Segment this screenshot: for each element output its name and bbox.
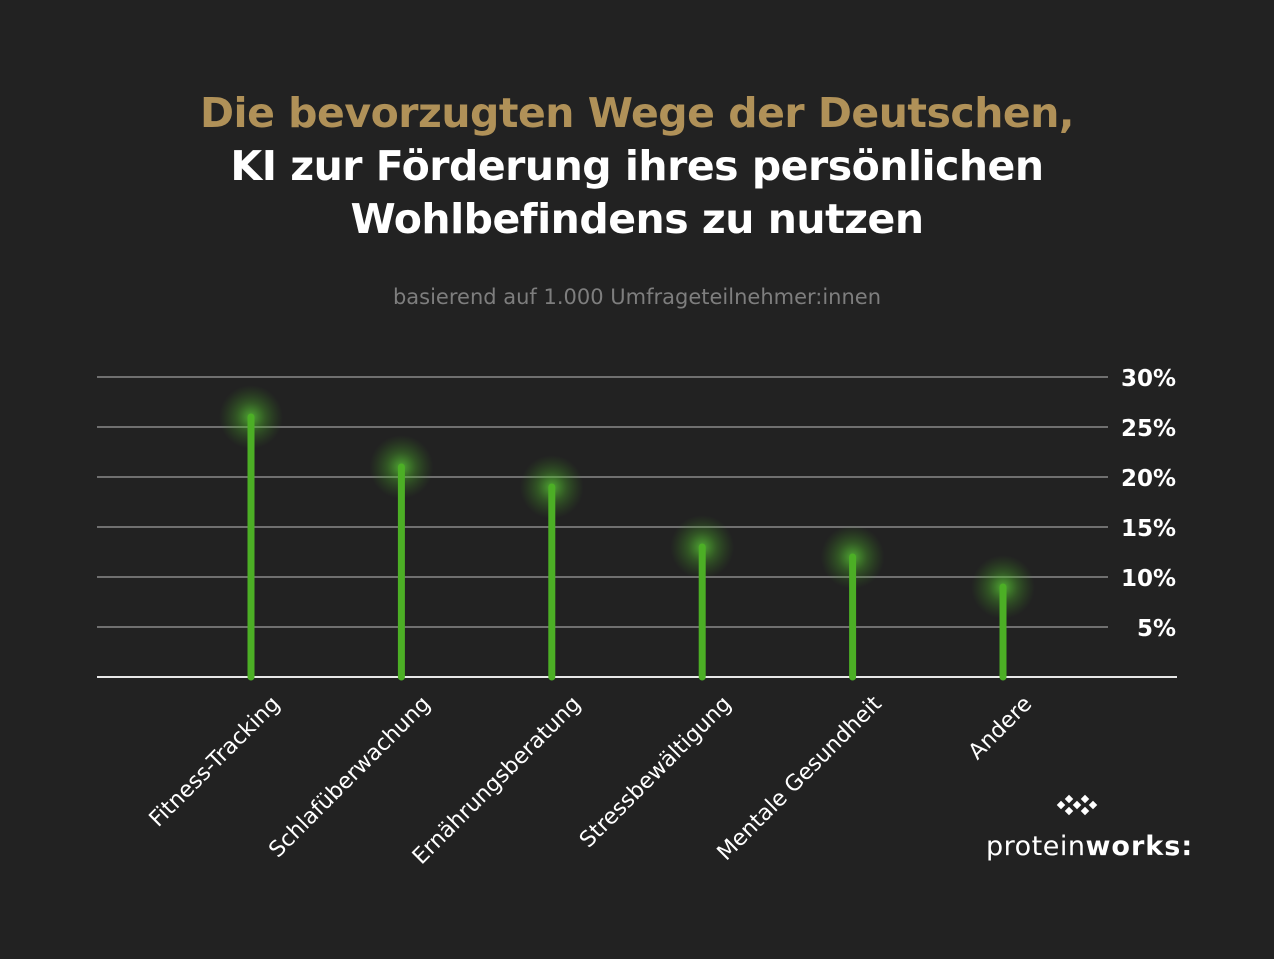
chart-subtitle: basierend auf 1.000 Umfrageteilnehmer:in… [392,285,882,309]
x-tick-label: Mentale Gesundheit [713,691,887,865]
x-tick-label: Schlafüberwachung [264,692,435,863]
y-tick-label: 5% [1137,616,1176,642]
protein-works-logo: proteinworks: [986,790,1192,870]
dots-logo-icon [1056,794,1098,816]
y-tick-label: 10% [1121,566,1176,592]
brand-wordmark: proteinworks: [986,830,1193,864]
x-tick-label: Fitness-Tracking [145,692,286,833]
y-tick-label: 30% [1121,366,1176,392]
brand-wordmark-light: protein [986,831,1086,862]
title-line-3: Wohlbefindens zu nutzen [350,195,924,243]
y-tick-label: 15% [1121,516,1176,542]
x-tick-label: Andere [964,692,1037,765]
title-line-1: Die bevorzugten Wege der Deutschen, [200,89,1074,137]
title-line-2: KI zur Förderung ihres persönlichen [230,142,1044,190]
brand-wordmark-bold: works: [1085,831,1194,862]
x-tick-label: Ernährungsberatung [408,692,586,870]
x-tick-label: Stressbewältigung [575,692,736,853]
y-tick-label: 20% [1121,466,1176,492]
y-tick-label: 25% [1121,416,1176,442]
